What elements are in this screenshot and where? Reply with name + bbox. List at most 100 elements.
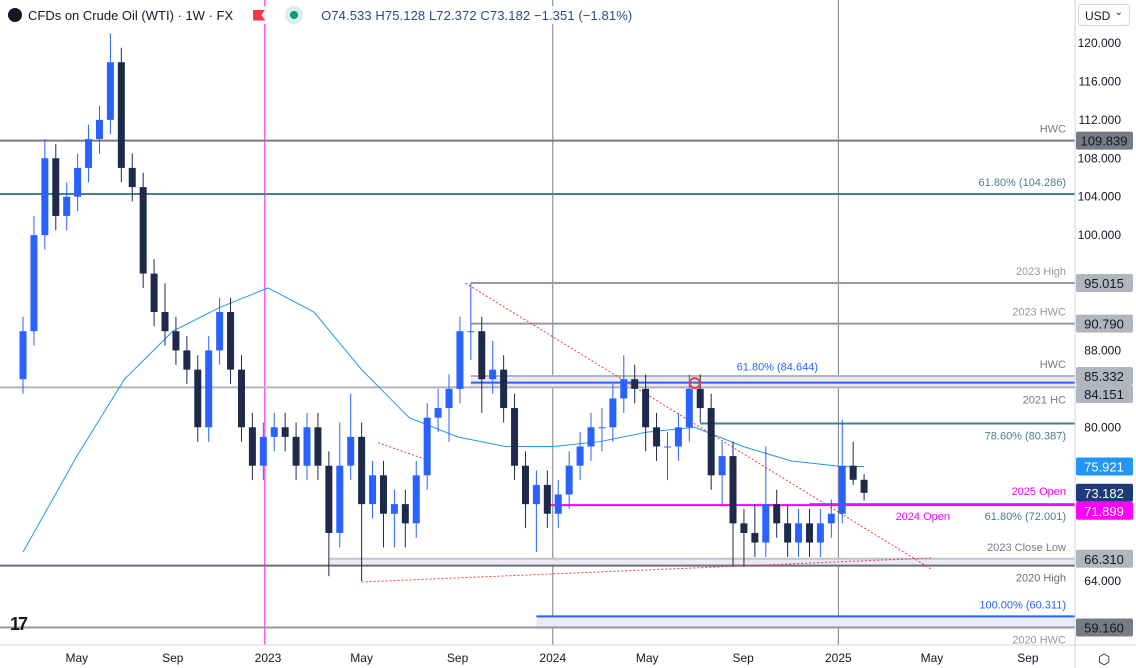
price-tag-label: 71.899 [1084, 504, 1124, 519]
candle [336, 422, 344, 548]
candle-body [521, 465, 529, 505]
candle [860, 474, 868, 501]
price-tag [1076, 314, 1133, 333]
price-tick-label: 64.000 [1084, 574, 1121, 588]
candle [740, 508, 748, 567]
candle-body [259, 436, 267, 466]
candle-body [303, 427, 311, 466]
candle [849, 441, 857, 485]
candle [205, 336, 213, 442]
level-label: 2020 HWC [1012, 634, 1066, 646]
candle-body [379, 475, 387, 514]
candle-body [663, 446, 671, 448]
time-tick-label: 2023 [255, 651, 282, 665]
candle [41, 139, 49, 250]
candle-body [565, 465, 573, 495]
candle-body [281, 427, 289, 437]
time-tick-label: May [66, 651, 89, 665]
candle-body [576, 446, 584, 466]
candle [259, 422, 267, 481]
candle-body [63, 196, 71, 216]
currency-selector[interactable]: USD ⌄ [1078, 4, 1130, 26]
price-tag [1076, 274, 1133, 293]
candle [718, 441, 726, 505]
ohlc-values: O74.533 H75.128 L72.372 C73.182 −1.351 (… [321, 7, 633, 23]
candle [358, 422, 366, 581]
price-tick-label: 112.000 [1079, 113, 1122, 127]
candle-body [478, 331, 486, 380]
price-tag-label: 90.790 [1084, 317, 1124, 332]
candle-body [674, 427, 682, 447]
candle-body [172, 331, 180, 351]
time-tick-label: Sep [162, 651, 184, 665]
candle-body [41, 158, 49, 236]
candle [423, 403, 431, 490]
price-tick-label: 88.000 [1084, 343, 1121, 357]
candle-body [762, 504, 770, 543]
candle [172, 316, 180, 365]
hwc-2020-band [536, 616, 1075, 628]
candle-body [532, 484, 540, 505]
candle [456, 316, 464, 404]
tradingview-logo: 17 [10, 614, 28, 634]
candle [128, 153, 136, 202]
price-tag-label: 66.310 [1084, 552, 1124, 567]
candle [521, 451, 529, 529]
candle [827, 499, 835, 538]
candle [609, 384, 617, 442]
candle-body [784, 523, 792, 543]
candle-body [347, 436, 355, 466]
candle-body [52, 158, 60, 216]
candle [751, 504, 759, 557]
candle-body [248, 427, 256, 466]
candle-body [795, 523, 803, 543]
symbol-title[interactable]: CFDs on Crude Oil (WTI) · 1W · FX [28, 7, 234, 23]
price-tag-label: 109.839 [1081, 134, 1128, 149]
candle [565, 451, 573, 509]
candle [598, 408, 606, 452]
candle-body [489, 369, 497, 380]
candle-body [696, 388, 704, 409]
candle-body [849, 465, 857, 480]
time-tick-label: 2025 [825, 651, 852, 665]
candle-body [390, 504, 398, 514]
candle [805, 508, 813, 557]
candle [653, 412, 661, 461]
candle [52, 143, 60, 231]
candle [30, 215, 38, 346]
candle-body [216, 311, 224, 351]
candle [281, 412, 289, 452]
candle-body [183, 350, 191, 370]
settings-icon[interactable]: ⬡ [1098, 651, 1111, 667]
alert-marker [688, 377, 701, 390]
candle-body [19, 331, 27, 380]
candle-body [609, 398, 617, 428]
candle-body [314, 427, 322, 466]
candle-body [718, 456, 726, 476]
price-tick-label: 116.000 [1079, 74, 1122, 88]
candle-body [336, 465, 344, 533]
price-tag [1076, 501, 1133, 520]
candle-body [270, 427, 278, 437]
candle-body [205, 350, 213, 428]
level-label: 2025 Open [1012, 486, 1066, 498]
candle-body [860, 479, 868, 493]
time-tick-label: May [636, 651, 659, 665]
price-tag [1076, 483, 1133, 502]
candle-body [227, 311, 235, 370]
flag-icon[interactable] [253, 9, 266, 21]
level-label: 61.80% (72.001) [985, 511, 1066, 523]
level-label: 2021 HC [1023, 394, 1066, 406]
price-tick-label: 100.000 [1078, 228, 1122, 242]
candle [707, 393, 715, 490]
candle [117, 47, 125, 183]
market-status-icon[interactable] [285, 6, 304, 24]
candle [369, 460, 377, 519]
candle [85, 124, 93, 183]
candle [500, 355, 508, 423]
level-label: 2023 HWC [1012, 307, 1066, 319]
price-tag-label: 84.151 [1084, 387, 1124, 402]
candle-body [401, 504, 409, 524]
candle-body [707, 408, 715, 476]
